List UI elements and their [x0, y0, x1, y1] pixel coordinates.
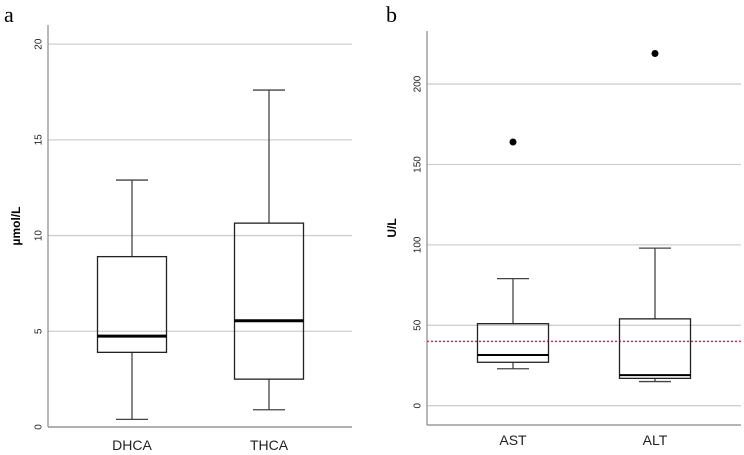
- y-tick-label: 150: [413, 156, 424, 173]
- outlier-point: [509, 138, 517, 146]
- y-tick-label: 15: [34, 134, 45, 146]
- y-tick-label: 0: [413, 402, 424, 408]
- x-category-label: ALT: [643, 432, 668, 448]
- iqr-box: [618, 318, 692, 380]
- y-tick-label: 200: [413, 75, 424, 92]
- iqr-box: [96, 255, 168, 353]
- y-tick-label: 50: [413, 319, 424, 331]
- panel-b: b 0 50 100 150 200 U/L AST ALT: [385, 2, 741, 448]
- box-ast: [476, 138, 550, 370]
- y-axis-label: U/L: [385, 218, 399, 237]
- y-tick-label: 100: [413, 236, 424, 253]
- x-category-label: DHCA: [112, 437, 152, 453]
- iqr-box: [476, 323, 550, 363]
- y-tick-label: 5: [34, 328, 45, 334]
- box-thca: [233, 89, 305, 411]
- y-tick-label: 20: [34, 38, 45, 50]
- y-tick-label: 10: [34, 230, 45, 242]
- x-category-label: THCA: [250, 437, 289, 453]
- iqr-box: [233, 222, 305, 380]
- outlier-point: [651, 50, 659, 58]
- panel-letter: b: [386, 2, 397, 27]
- y-axis-label: µmol/L: [9, 207, 23, 246]
- y-tick-label: 0: [34, 424, 45, 430]
- panel-a: a 0 5 10 15 20 µmol/L DHCA THCA: [4, 2, 352, 453]
- box-alt: [618, 50, 692, 383]
- x-category-label: AST: [499, 432, 527, 448]
- box-dhca: [96, 179, 168, 420]
- panel-letter: a: [4, 2, 14, 27]
